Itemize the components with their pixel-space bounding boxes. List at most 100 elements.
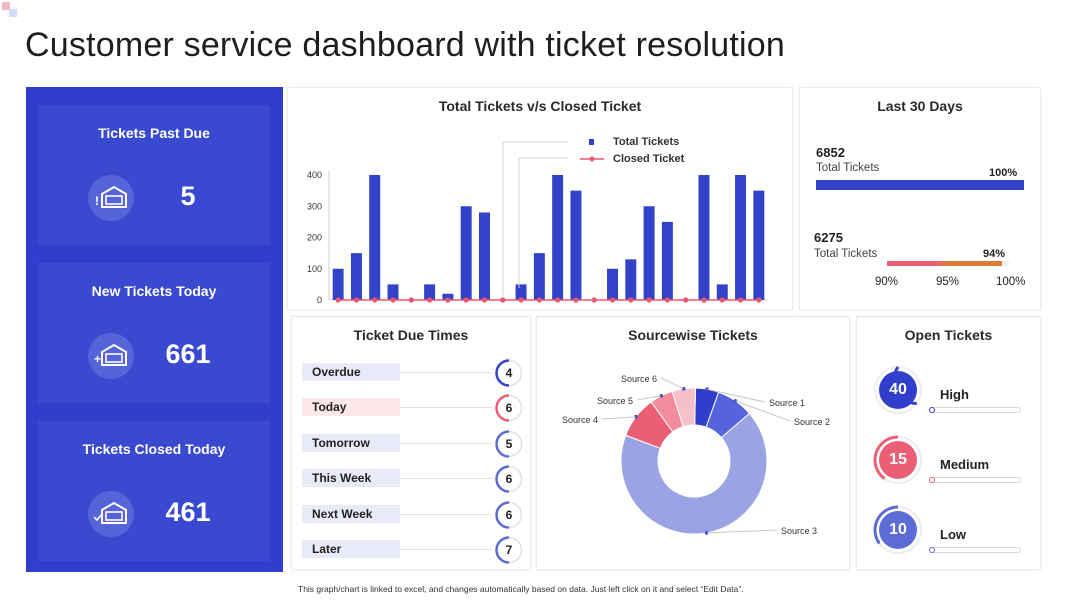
due-time-row[interactable]: Overdue 4	[302, 359, 523, 387]
due-time-label: Today	[302, 398, 400, 417]
closed-ticket-point	[372, 297, 378, 303]
legend-total-swatch	[589, 139, 594, 145]
ticket-add-icon: +	[88, 333, 134, 379]
due-time-connector	[400, 513, 492, 515]
total-vs-closed-card[interactable]: Total Tickets v/s Closed Ticket 0 100 200 3…	[287, 87, 793, 310]
closed-ticket-point	[609, 297, 616, 303]
closed-ticket-point	[390, 297, 396, 303]
y-tick-label: 200	[307, 233, 322, 243]
closed-ticket-point	[555, 297, 561, 303]
bar-total-tickets	[735, 175, 747, 300]
closed-ticket-point	[408, 297, 414, 303]
stat-value: 461	[165, 497, 211, 527]
bar-total-tickets	[625, 259, 637, 300]
donut-leader-line	[735, 400, 791, 422]
closed-ticket-point	[335, 297, 341, 303]
closed-ticket-point	[683, 297, 689, 303]
open-ticket-slider[interactable]	[929, 477, 1021, 483]
stat-card-new-today[interactable]: New Tickets Today + 661	[38, 263, 270, 403]
due-time-count-ring: 6	[494, 393, 524, 423]
last30-closed-value: 6275	[814, 230, 843, 245]
closed-ticket-point	[463, 297, 469, 303]
ring-fill	[879, 371, 917, 409]
open-ticket-slider-handle[interactable]	[929, 477, 935, 483]
open-ticket-value: 15	[889, 451, 907, 468]
due-times-title: Ticket Due Times	[353, 327, 469, 343]
donut-slice	[671, 387, 696, 428]
bar-total-tickets	[661, 221, 673, 300]
ring-arc	[873, 435, 899, 480]
sourcewise-title: Sourcewise Tickets	[628, 327, 758, 343]
due-time-count: 6	[505, 472, 513, 487]
stat-card-closed-today[interactable]: Tickets Closed Today 461	[38, 421, 270, 561]
donut-slice-label: Source 3	[781, 526, 817, 536]
bar-total-tickets	[460, 206, 472, 300]
bar-total-tickets	[607, 268, 619, 300]
closed-ticket-point	[445, 297, 451, 303]
ticket-warning-icon: !	[88, 175, 134, 221]
due-time-count-ring: 6	[494, 464, 524, 494]
ring-arc	[495, 465, 510, 493]
due-time-row[interactable]: Later 7	[302, 536, 523, 564]
due-time-label: Next Week	[302, 504, 400, 523]
due-time-row[interactable]: Tomorrow 5	[302, 430, 523, 458]
ring-arc	[495, 500, 510, 529]
open-ticket-slider[interactable]	[929, 547, 1021, 553]
ticket-due-times-card[interactable]: Ticket Due Times Overdue 4 Today 6 Tomorrow 5…	[291, 316, 531, 570]
due-time-row[interactable]: Next Week 6	[302, 500, 523, 529]
bar-total-tickets	[478, 212, 490, 300]
last30-closed-label: Total Tickets	[814, 248, 878, 260]
last30-closed-track	[887, 261, 1009, 266]
y-tick-label: 0	[317, 295, 322, 305]
last30-axis-95: 95%	[936, 276, 960, 288]
open-ticket-slider-handle[interactable]	[929, 547, 935, 553]
closed-ticket-point	[481, 297, 488, 303]
stat-label: Tickets Past Due	[98, 125, 210, 141]
open-ticket-ring-medium: 15	[873, 435, 923, 485]
bar-total-tickets	[350, 253, 362, 300]
due-time-connector	[400, 478, 492, 480]
sourcewise-donut-chart: Source 1 Source 2 Source 3 Source 4 Source 5…	[562, 374, 830, 536]
last30-total-value: 6852	[816, 145, 845, 160]
ticket-check-icon	[88, 491, 134, 537]
ring-arc	[495, 536, 510, 564]
closed-ticket-point	[353, 297, 360, 303]
stat-label: Tickets Closed Today	[82, 441, 226, 457]
closed-ticket-point	[573, 297, 579, 303]
closed-ticket-point	[628, 297, 634, 303]
last-30-days-card[interactable]: Last 30 Days 6852 Total Tickets 100% 627…	[799, 87, 1041, 310]
bar-total-tickets	[533, 253, 545, 300]
donut-leader-dot	[659, 393, 664, 398]
open-ticket-label: Medium	[940, 457, 990, 472]
donut-slice-label: Source 1	[769, 398, 805, 408]
open-tickets-card[interactable]: Open Tickets 40 High 15 Medium 10 Low	[856, 316, 1041, 570]
closed-ticket-point	[664, 297, 670, 303]
closed-ticket-point	[737, 297, 744, 303]
ring-arc	[495, 430, 510, 458]
due-time-count: 5	[505, 436, 513, 451]
last30-closed-bar	[887, 261, 1002, 266]
stat-value: 661	[165, 339, 211, 369]
due-time-row[interactable]: Today 6	[302, 394, 523, 423]
closed-ticket-point	[719, 297, 725, 303]
bar-total-tickets	[387, 284, 399, 300]
open-ticket-slider[interactable]	[929, 407, 1021, 413]
bar-total-tickets	[716, 284, 728, 300]
stat-value: 5	[180, 181, 196, 211]
stat-card-past-due[interactable]: Tickets Past Due ! 5	[38, 105, 270, 245]
sourcewise-tickets-card[interactable]: Sourcewise Tickets Source 1 Source 2 Sourc…	[536, 316, 850, 570]
bar-total-tickets	[424, 284, 436, 300]
donut-leader-line	[707, 388, 766, 403]
donut-leader-line	[601, 416, 636, 420]
open-ticket-slider-handle[interactable]	[929, 407, 935, 413]
due-time-count-ring: 6	[494, 500, 524, 530]
donut-leader-line	[706, 529, 778, 534]
bar-total-tickets	[442, 293, 454, 300]
corner-logo	[0, 0, 22, 22]
due-time-row[interactable]: This Week 6	[302, 465, 523, 493]
donut-slice-label: Source 2	[794, 417, 830, 427]
page-title: Customer service dashboard with ticket r…	[25, 26, 786, 64]
bar-total-tickets	[753, 190, 765, 300]
bar-total-tickets	[332, 268, 344, 300]
ring-fill	[879, 511, 917, 549]
